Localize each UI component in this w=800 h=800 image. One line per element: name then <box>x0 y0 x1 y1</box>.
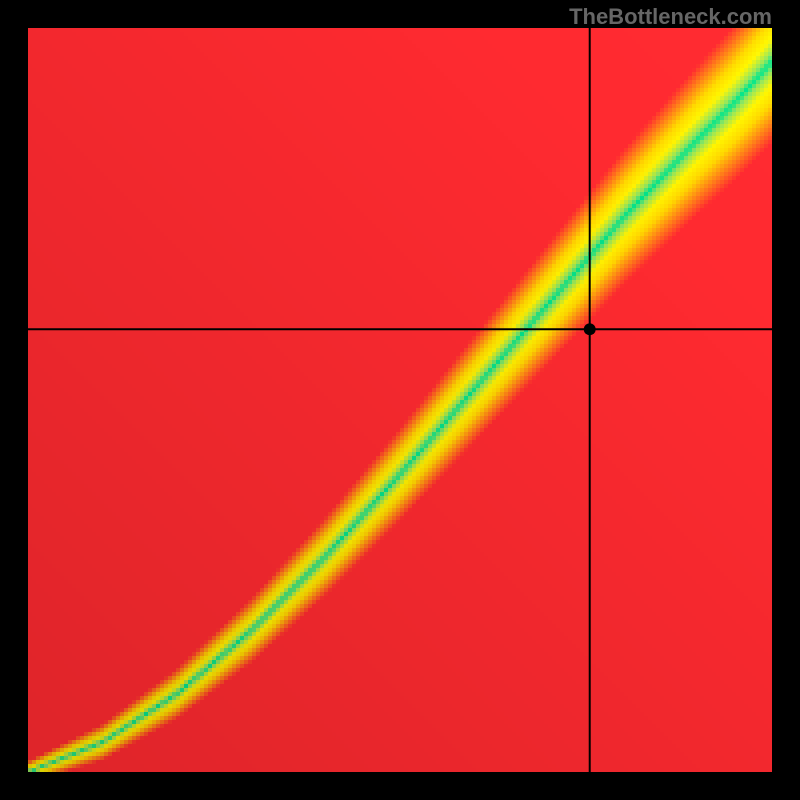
watermark-text: TheBottleneck.com <box>569 4 772 30</box>
bottleneck-heatmap <box>0 0 800 800</box>
